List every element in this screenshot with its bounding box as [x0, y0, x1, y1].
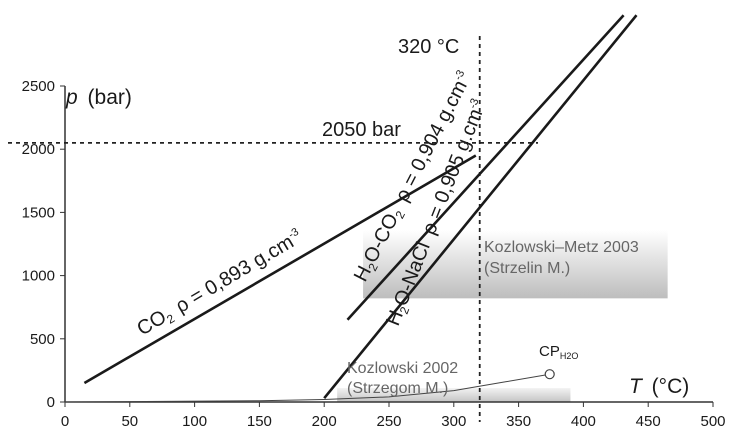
region-kozlowski-2002	[337, 388, 571, 402]
x-tick-label: 500	[700, 413, 725, 430]
label-co2: CO2ρ = 0,893 g.cm-3	[133, 226, 307, 342]
series-co2-line	[83, 154, 477, 385]
ref-label-2050bar: 2050 bar	[322, 119, 401, 141]
ref-label-320c: 320 °C	[398, 36, 459, 58]
x-tick-label: 150	[247, 413, 272, 430]
y-tick-label: 2000	[22, 141, 55, 158]
y-tick-label: 0	[47, 394, 55, 411]
x-tick-label: 100	[182, 413, 207, 430]
x-tick-label: 450	[636, 413, 661, 430]
label-critical-point: CPH2O	[539, 343, 578, 361]
x-tick-label: 200	[312, 413, 337, 430]
label-kozlowski-metz-1: Kozlowski–Metz 2003	[484, 239, 639, 256]
series-cp-curve	[64, 373, 550, 403]
label-kozlowski-metz-2: (Strzelin M.)	[484, 260, 570, 277]
x-tick-label: 350	[506, 413, 531, 430]
y-tick-label: 2500	[22, 78, 55, 95]
x-tick-label: 0	[61, 413, 69, 430]
x-tick-label: 300	[441, 413, 466, 430]
y-tick-label: 1000	[22, 268, 55, 285]
label-kozlowski-2002-1: Kozlowski 2002	[347, 360, 458, 377]
y-tick-labels: 0 500 1000 1500 2000 2500	[22, 78, 65, 411]
y-tick-label: 500	[30, 331, 55, 348]
y-tick-label: 1500	[22, 204, 55, 221]
x-tick-label: 400	[571, 413, 596, 430]
label-kozlowski-2002-2: (Strzegom M.)	[347, 380, 448, 397]
x-tick-label: 250	[376, 413, 401, 430]
x-tick-labels: 0 50 100 150 200 250 300 350 400 450 500	[61, 402, 726, 430]
x-tick-label: 50	[121, 413, 138, 430]
x-axis-title: T (°C)	[629, 375, 689, 398]
series-h2o-co2-line	[346, 14, 625, 321]
y-axis-title: p (bar)	[65, 86, 132, 109]
series-h2o-nacl-line	[323, 14, 638, 400]
critical-point-marker	[544, 369, 555, 380]
series-lines	[64, 14, 638, 403]
